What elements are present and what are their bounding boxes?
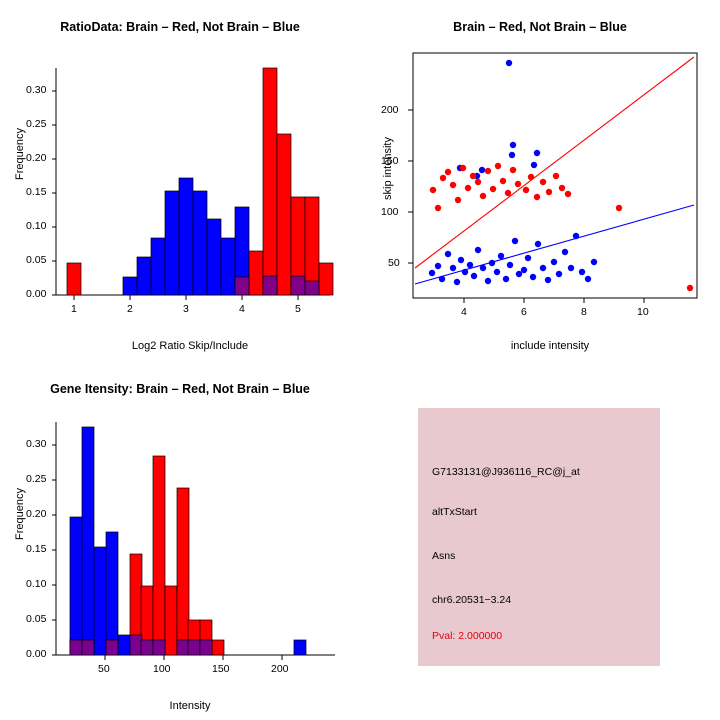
panel-ratio-histogram: RatioData: Brain – Red, Not Brain – Blue…: [0, 0, 360, 360]
ratio-histogram-plot: [52, 67, 334, 300]
ratio-xtick-3: 3: [183, 303, 189, 315]
ratio-ytick-0.25: 0.25: [26, 118, 47, 130]
ratio-ytick-0.00: 0.00: [26, 288, 47, 300]
gene-info-box: G7133131@J936116_RC@j_at altTxStart Asns…: [418, 408, 660, 666]
ratio-xtick-2: 2: [127, 303, 133, 315]
ratio-histogram-title: RatioData: Brain – Red, Not Brain – Blue: [60, 20, 300, 34]
ratio-xtick-1: 1: [71, 303, 77, 315]
gene-ytick-0.10: 0.10: [26, 578, 47, 590]
ratio-xtick-4: 4: [239, 303, 245, 315]
gene-xtick-200: 200: [271, 663, 289, 675]
gene-histogram-xlabel: Intensity: [169, 700, 211, 712]
gene-ytick-0.25: 0.25: [26, 473, 47, 485]
ratio-histogram-xlabel: Log2 Ratio Skip/Include: [131, 340, 249, 352]
scatter-xlabel: include intensity: [510, 340, 590, 352]
scatter-ytick-200: 200: [381, 104, 399, 116]
scatter-title: Brain – Red, Not Brain – Blue: [453, 20, 627, 34]
gene-xtick-150: 150: [212, 663, 230, 675]
gene-ytick-0.15: 0.15: [26, 543, 47, 555]
scatter-ytick-50: 50: [388, 257, 400, 269]
ratio-ytick-0.15: 0.15: [26, 186, 47, 198]
scatter-xtick-10: 10: [637, 306, 649, 318]
scatter-ytick-100: 100: [381, 206, 399, 218]
info-locus: chr6.20531−3.24: [432, 594, 512, 606]
info-probe-id: G7133131@J936116_RC@j_at: [432, 466, 580, 478]
ratio-ytick-0.30: 0.30: [26, 84, 47, 96]
ratio-ytick-0.05: 0.05: [26, 254, 47, 266]
gene-ytick-0.20: 0.20: [26, 508, 47, 520]
gene-ytick-0.30: 0.30: [26, 438, 47, 450]
scatter-ytick-150: 150: [381, 155, 399, 167]
panel-gene-intensity-histogram: Gene Itensity: Brain – Red, Not Brain – …: [0, 360, 360, 720]
gene-histogram-title: Gene Itensity: Brain – Red, Not Brain – …: [50, 382, 310, 396]
panel-intensity-scatter: Brain – Red, Not Brain – Blue skip inten…: [360, 0, 720, 360]
gene-xtick-100: 100: [153, 663, 171, 675]
info-gene-symbol: Asns: [432, 550, 456, 562]
ratio-ytick-0.10: 0.10: [26, 220, 47, 232]
scatter-xtick-8: 8: [581, 306, 587, 318]
gene-ytick-0.00: 0.00: [26, 648, 47, 660]
ratio-xtick-5: 5: [295, 303, 301, 315]
info-pvalue: Pval: 2.000000: [432, 630, 503, 642]
scatter-plot: [408, 52, 698, 303]
gene-xtick-50: 50: [98, 663, 110, 675]
gene-ytick-0.05: 0.05: [26, 613, 47, 625]
gene-histogram-plot: [52, 422, 335, 660]
ratio-ytick-0.20: 0.20: [26, 152, 47, 164]
scatter-xtick-6: 6: [521, 306, 527, 318]
info-event-type: altTxStart: [432, 506, 477, 518]
scatter-xtick-4: 4: [461, 306, 467, 318]
